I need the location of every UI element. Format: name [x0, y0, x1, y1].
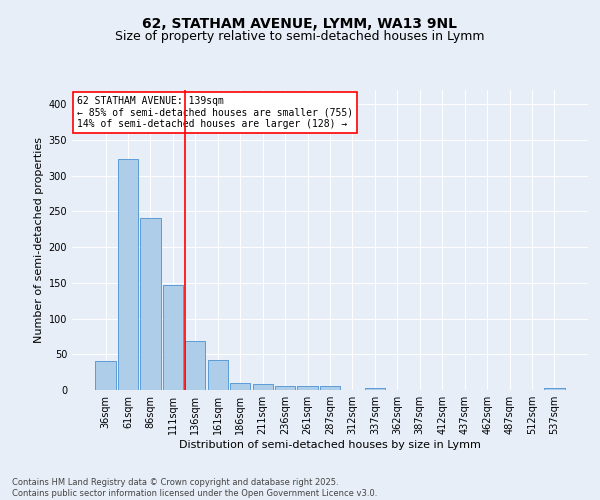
Bar — [95, 360, 116, 390]
Bar — [365, 388, 385, 390]
Bar — [544, 388, 565, 390]
Text: 62, STATHAM AVENUE, LYMM, WA13 9NL: 62, STATHAM AVENUE, LYMM, WA13 9NL — [143, 18, 458, 32]
Bar — [185, 342, 205, 390]
Text: Contains HM Land Registry data © Crown copyright and database right 2025.
Contai: Contains HM Land Registry data © Crown c… — [12, 478, 377, 498]
Bar — [298, 386, 317, 390]
Bar — [275, 386, 295, 390]
Bar — [163, 285, 183, 390]
Y-axis label: Number of semi-detached properties: Number of semi-detached properties — [34, 137, 44, 343]
Bar — [140, 218, 161, 390]
Text: 62 STATHAM AVENUE: 139sqm
← 85% of semi-detached houses are smaller (755)
14% of: 62 STATHAM AVENUE: 139sqm ← 85% of semi-… — [77, 96, 353, 129]
Bar — [253, 384, 273, 390]
Bar — [230, 383, 250, 390]
Bar — [208, 360, 228, 390]
Bar — [118, 160, 138, 390]
Bar — [320, 386, 340, 390]
Text: Size of property relative to semi-detached houses in Lymm: Size of property relative to semi-detach… — [115, 30, 485, 43]
X-axis label: Distribution of semi-detached houses by size in Lymm: Distribution of semi-detached houses by … — [179, 440, 481, 450]
